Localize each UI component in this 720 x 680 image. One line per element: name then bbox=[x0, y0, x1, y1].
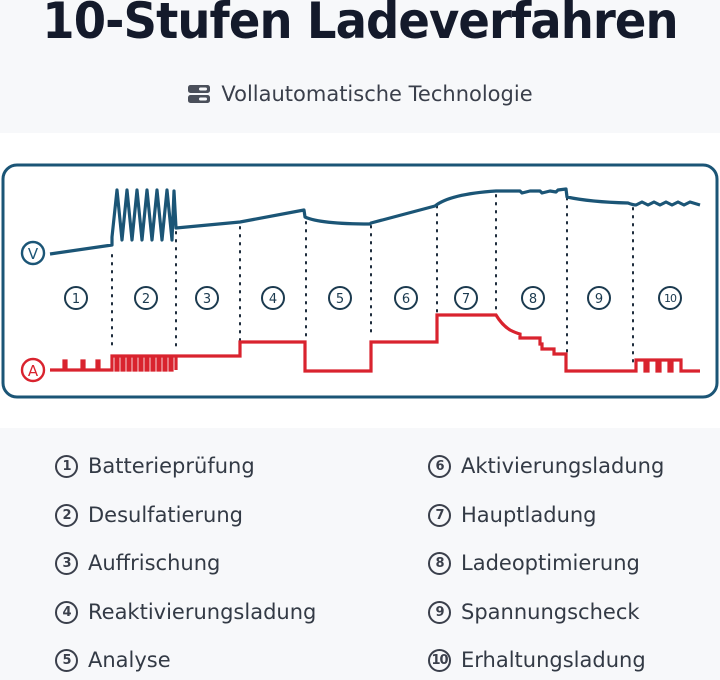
legend-item: 2 Desulfatierung bbox=[55, 503, 243, 527]
legend-item: 9 Spannungscheck bbox=[428, 600, 640, 624]
stage-numbers: 1 2 3 4 5 6 7 8 9 10 bbox=[64, 286, 682, 310]
stage-dividers bbox=[111, 194, 634, 363]
stage-legend: 1 Batterieprüfung 2 Desulfatierung 3 Auf… bbox=[0, 428, 720, 680]
number-badge: 3 bbox=[55, 551, 78, 575]
page-title: 10-Stufen Ladeverfahren bbox=[42, 0, 678, 50]
legend-label: Erhaltungsladung bbox=[461, 648, 646, 672]
legend-item: 3 Auffrischung bbox=[55, 551, 220, 575]
svg-text:8: 8 bbox=[529, 292, 537, 307]
number-badge: 7 bbox=[428, 503, 451, 527]
current-curve bbox=[50, 313, 700, 373]
number-badge: 1 bbox=[55, 454, 78, 478]
header: 10-Stufen Ladeverfahren Vollautomatische… bbox=[0, 0, 720, 133]
charging-diagram: V A 1 2 3 4 5 6 7 8 9 10 bbox=[0, 133, 720, 428]
number-badge: 2 bbox=[55, 503, 78, 527]
legend-label: Ladeoptimierung bbox=[461, 551, 640, 575]
legend-label: Spannungscheck bbox=[461, 600, 640, 624]
stage-5: 5 bbox=[328, 286, 352, 310]
legend-label: Hauptladung bbox=[461, 503, 597, 527]
legend-item: 7 Hauptladung bbox=[428, 503, 597, 527]
voltage-label: V bbox=[28, 245, 39, 263]
voltage-curve bbox=[49, 187, 701, 256]
legend-label: Auffrischung bbox=[88, 551, 221, 575]
subtitle: Vollautomatische Technologie bbox=[0, 82, 720, 106]
legend-item: 6 Aktivierungsladung bbox=[428, 454, 664, 478]
legend-label: Analyse bbox=[88, 648, 171, 672]
svg-text:9: 9 bbox=[595, 292, 603, 307]
stage-7: 7 bbox=[454, 286, 478, 310]
legend-item: 10 Erhaltungsladung bbox=[428, 648, 646, 672]
stage-4: 4 bbox=[261, 286, 285, 310]
number-badge: 8 bbox=[428, 551, 451, 575]
subtitle-text: Vollautomatische Technologie bbox=[221, 82, 533, 106]
legend-item: 1 Batterieprüfung bbox=[55, 454, 255, 478]
current-label: A bbox=[28, 362, 39, 380]
svg-text:5: 5 bbox=[336, 292, 344, 307]
svg-text:7: 7 bbox=[462, 292, 470, 307]
legend-item: 5 Analyse bbox=[55, 648, 171, 672]
number-badge: 10 bbox=[428, 648, 451, 672]
charging-curve-svg: V A 1 2 3 4 5 6 7 8 9 10 bbox=[1, 163, 719, 399]
svg-text:4: 4 bbox=[269, 292, 277, 307]
stage-9: 9 bbox=[587, 286, 611, 310]
legend-label: Desulfatierung bbox=[88, 503, 244, 527]
server-icon bbox=[187, 83, 211, 105]
stage-3: 3 bbox=[195, 286, 219, 310]
number-badge: 5 bbox=[55, 648, 78, 672]
number-badge: 4 bbox=[55, 600, 78, 624]
number-badge: 9 bbox=[428, 600, 451, 624]
svg-text:3: 3 bbox=[203, 292, 211, 307]
svg-text:2: 2 bbox=[142, 292, 150, 307]
stage-1: 1 bbox=[64, 286, 88, 310]
legend-item: 8 Ladeoptimierung bbox=[428, 551, 640, 575]
legend-item: 4 Reaktivierungsladung bbox=[55, 600, 316, 624]
voltage-label-icon: V bbox=[20, 240, 46, 266]
svg-text:6: 6 bbox=[402, 292, 410, 307]
svg-text:10: 10 bbox=[664, 292, 677, 305]
legend-label: Aktivierungsladung bbox=[461, 454, 665, 478]
stage-6: 6 bbox=[394, 286, 418, 310]
number-badge: 6 bbox=[428, 454, 451, 478]
diagram-frame bbox=[1, 163, 719, 399]
stage-2: 2 bbox=[134, 286, 158, 310]
legend-label: Batterieprüfung bbox=[88, 454, 255, 478]
current-label-icon: A bbox=[20, 357, 46, 383]
stage-8: 8 bbox=[521, 286, 545, 310]
stage-10: 10 bbox=[658, 286, 682, 310]
svg-text:1: 1 bbox=[72, 292, 80, 307]
legend-label: Reaktivierungsladung bbox=[88, 600, 317, 624]
